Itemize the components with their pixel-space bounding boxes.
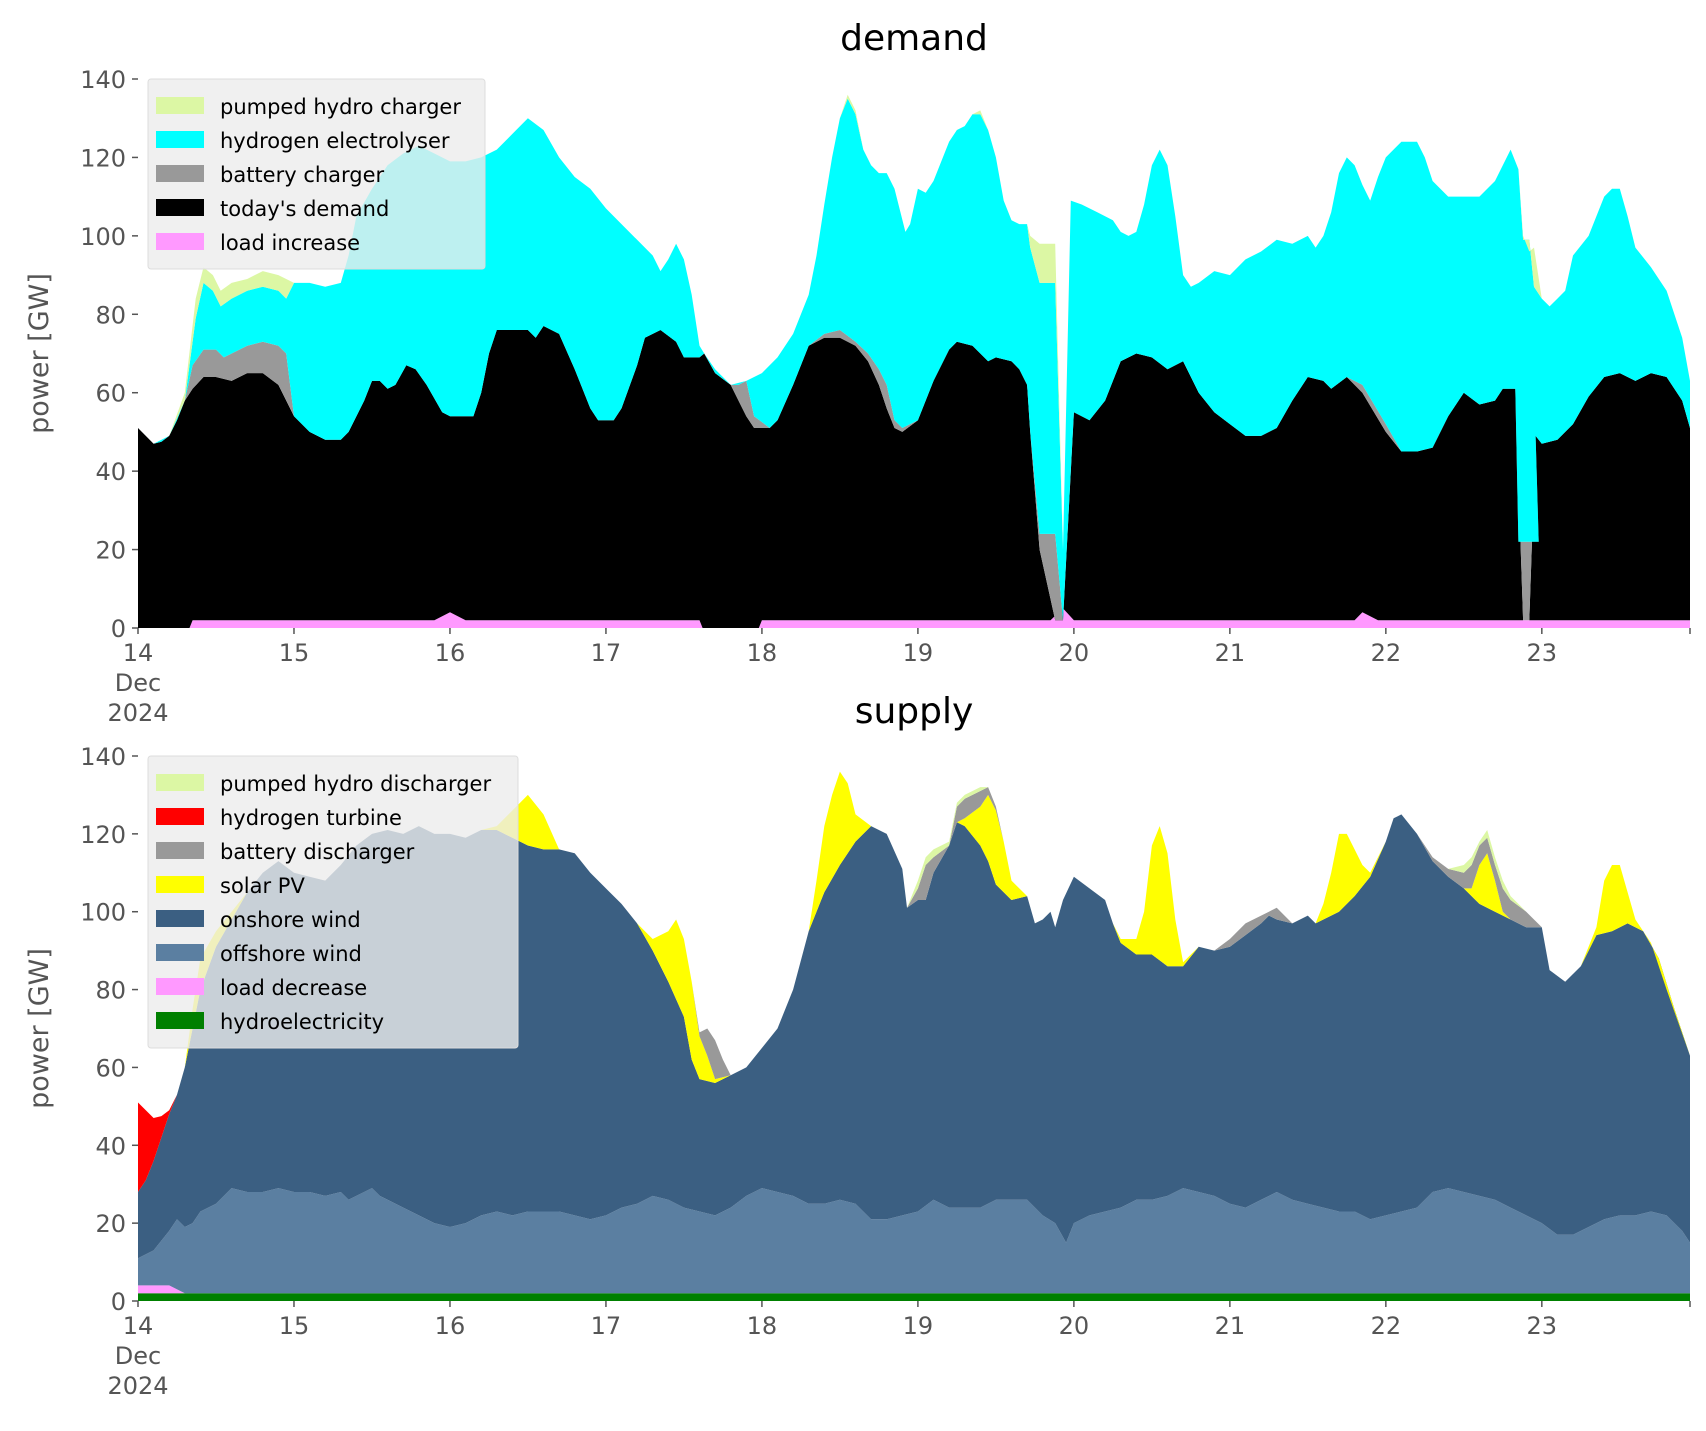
supply-panel: supply power [GW] 0 20 40 60 80 100 120 140 14 Dec 2…: [24, 691, 1691, 1400]
legend-label: battery charger: [220, 163, 385, 187]
area-hydrogen-electrolyser: [138, 98, 1690, 621]
legend-swatch: [156, 842, 204, 859]
x-tick-label: 23: [1527, 639, 1558, 667]
legend-label: hydrogen turbine: [220, 806, 402, 830]
x-tick-label: 15: [279, 639, 310, 667]
legend-box: [147, 78, 486, 270]
legend-swatch: [156, 910, 204, 927]
legend-swatch: [156, 199, 204, 216]
legend-swatch: [156, 233, 204, 250]
y-tick-label: 80: [95, 977, 126, 1005]
x-tick-label: 19: [903, 1312, 934, 1340]
legend-label: battery discharger: [220, 840, 415, 864]
y-axis-label: power [GW]: [24, 948, 55, 1109]
x-tick-label: 22: [1371, 639, 1402, 667]
legend-label: load increase: [220, 231, 360, 255]
legend-label: pumped hydro charger: [220, 95, 461, 119]
area-today-s-demand: [138, 326, 1690, 628]
legend-swatch: [156, 97, 204, 114]
legend-label: offshore wind: [220, 942, 362, 966]
legend-label: today's demand: [220, 197, 389, 221]
x-tick-label: 22: [1371, 1312, 1402, 1340]
legend: pumped hydro charger hydrogen electrolyse…: [147, 78, 486, 270]
legend-swatch: [156, 774, 204, 791]
x-tick-label: 17: [591, 639, 622, 667]
x-tick-label: 21: [1215, 1312, 1246, 1340]
chart-title: supply: [855, 691, 974, 732]
y-tick-label: 140: [80, 66, 126, 94]
legend-label: pumped hydro discharger: [220, 772, 491, 796]
y-tick-label: 0: [111, 1288, 126, 1316]
legend-label: onshore wind: [220, 908, 361, 932]
x-tick-label: 23: [1527, 1312, 1558, 1340]
legend-swatch: [156, 876, 204, 893]
area-hydroelectricity: [138, 1293, 1690, 1301]
legend-swatch: [156, 944, 204, 961]
demand-panel: demand power [GW] 0 20 40 60 80 100 120 140 14 Dec 2…: [24, 18, 1691, 727]
y-tick-label: 60: [95, 1054, 126, 1082]
x-tick-label: 15: [279, 1312, 310, 1340]
x-tick-label: 14 Dec 2024: [107, 1312, 168, 1400]
y-tick-label: 140: [80, 743, 126, 771]
y-tick-label: 40: [95, 458, 126, 486]
y-tick-label: 100: [80, 223, 126, 251]
x-tick-label: 14 Dec 2024: [107, 639, 168, 727]
y-tick-label: 60: [95, 380, 126, 408]
area-onshore-wind: [138, 814, 1690, 1259]
x-tick-label: 17: [591, 1312, 622, 1340]
x-tick-label: 18: [747, 1312, 778, 1340]
y-tick-label: 120: [80, 144, 126, 172]
area-load-increase: [138, 608, 1690, 628]
x-tick-label: 16: [435, 639, 466, 667]
x-tick-label: 20: [1059, 639, 1090, 667]
y-tick-label: 0: [111, 615, 126, 643]
x-tick-label: 16: [435, 1312, 466, 1340]
legend-swatch: [156, 1012, 204, 1029]
y-tick-label: 100: [80, 899, 126, 927]
legend-swatch: [156, 978, 204, 995]
area-offshore-wind: [138, 1188, 1690, 1294]
legend-swatch: [156, 808, 204, 825]
chart-title: demand: [840, 18, 988, 59]
legend-swatch: [156, 165, 204, 182]
legend-label: load decrease: [220, 976, 367, 1000]
legend-label: hydroelectricity: [220, 1010, 384, 1034]
legend-box: [147, 755, 519, 1049]
y-tick-label: 40: [95, 1132, 126, 1160]
legend: pumped hydro discharger hydrogen turbine b…: [147, 755, 519, 1049]
y-tick-label: 20: [95, 537, 126, 565]
legend-label: solar PV: [220, 874, 305, 898]
y-tick-label: 120: [80, 821, 126, 849]
y-tick-label: 80: [95, 301, 126, 329]
x-tick-label: 20: [1059, 1312, 1090, 1340]
y-tick-label: 20: [95, 1210, 126, 1238]
x-tick-label: 19: [903, 639, 934, 667]
y-axis-label: power [GW]: [24, 273, 55, 434]
legend-swatch: [156, 131, 204, 148]
x-tick-label: 18: [747, 639, 778, 667]
x-tick-label: 21: [1215, 639, 1246, 667]
legend-label: hydrogen electrolyser: [220, 129, 450, 153]
